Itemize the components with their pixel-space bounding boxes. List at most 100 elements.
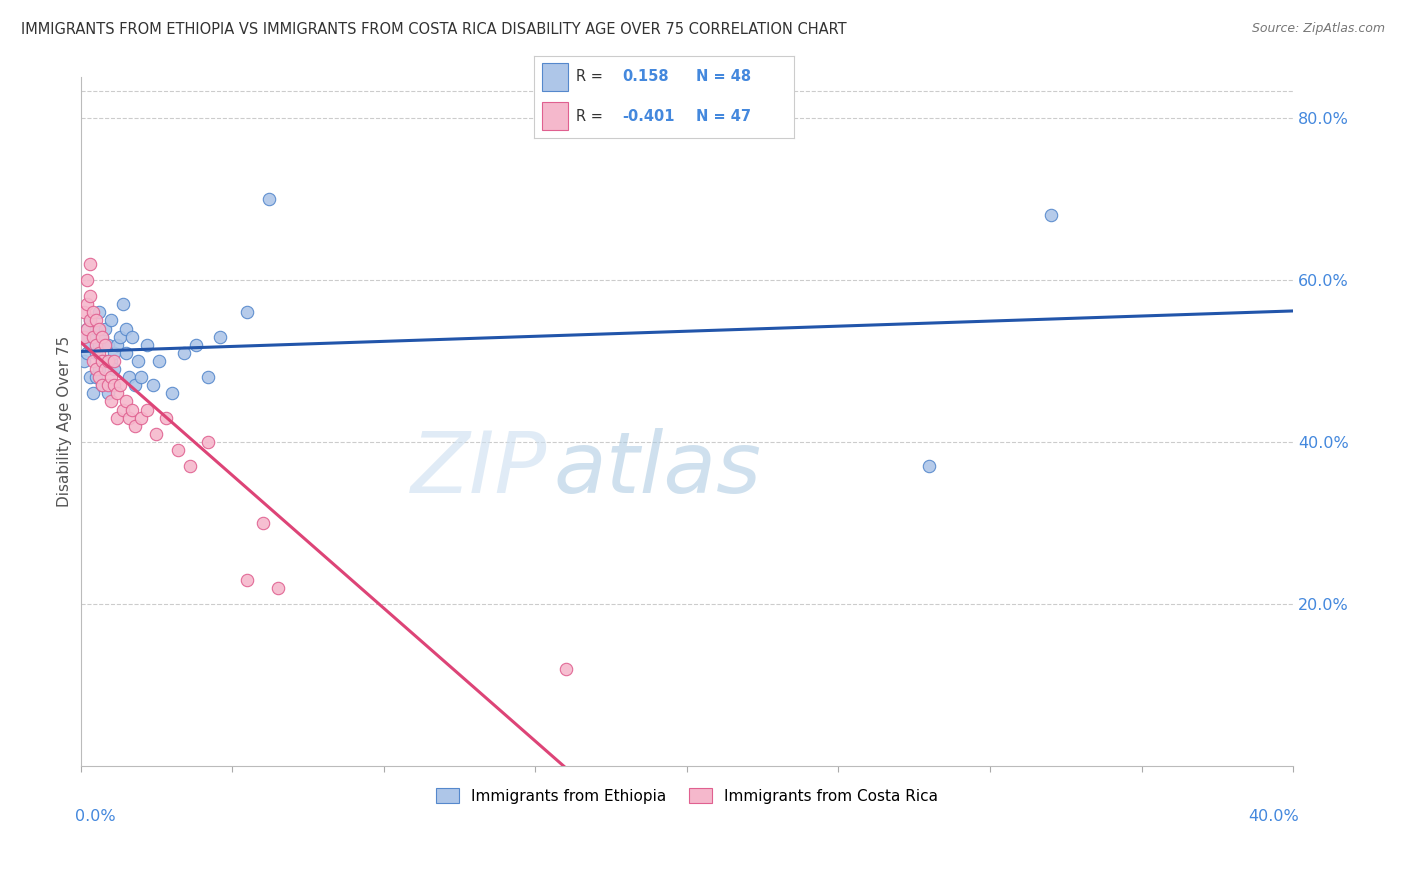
- Point: [148, 354, 170, 368]
- Text: R =: R =: [576, 70, 603, 84]
- Point: [76, 297, 98, 311]
- Point: [115, 394, 138, 409]
- Point: [105, 337, 128, 351]
- Point: [155, 410, 177, 425]
- Point: [145, 426, 167, 441]
- Text: ZIP: ZIP: [411, 428, 547, 511]
- Point: [129, 410, 152, 425]
- Point: [87, 321, 110, 335]
- Point: [97, 354, 120, 368]
- Point: [90, 378, 112, 392]
- Point: [121, 329, 143, 343]
- Point: [94, 362, 117, 376]
- Point: [79, 337, 101, 351]
- Point: [197, 434, 219, 449]
- Point: [121, 402, 143, 417]
- Point: [173, 346, 195, 360]
- Point: [160, 386, 183, 401]
- Point: [84, 346, 107, 360]
- Point: [105, 410, 128, 425]
- Point: [179, 459, 201, 474]
- Point: [97, 378, 120, 392]
- Point: [90, 354, 112, 368]
- Point: [84, 337, 107, 351]
- Point: [87, 370, 110, 384]
- Point: [76, 346, 98, 360]
- Point: [84, 370, 107, 384]
- Point: [90, 354, 112, 368]
- Point: [136, 337, 159, 351]
- Point: [103, 346, 125, 360]
- Point: [100, 354, 122, 368]
- Point: [115, 346, 138, 360]
- Point: [124, 378, 146, 392]
- FancyBboxPatch shape: [543, 62, 568, 91]
- Point: [209, 329, 232, 343]
- Point: [184, 337, 207, 351]
- Point: [97, 386, 120, 401]
- Text: N = 48: N = 48: [696, 70, 751, 84]
- Point: [105, 386, 128, 401]
- Point: [76, 321, 98, 335]
- Point: [918, 459, 941, 474]
- Point: [266, 581, 288, 595]
- Point: [127, 354, 149, 368]
- Point: [82, 305, 104, 319]
- Point: [236, 305, 259, 319]
- Point: [82, 354, 104, 368]
- Point: [94, 337, 117, 351]
- Text: IMMIGRANTS FROM ETHIOPIA VS IMMIGRANTS FROM COSTA RICA DISABILITY AGE OVER 75 CO: IMMIGRANTS FROM ETHIOPIA VS IMMIGRANTS F…: [21, 22, 846, 37]
- Point: [82, 329, 104, 343]
- Point: [103, 362, 125, 376]
- Point: [100, 313, 122, 327]
- FancyBboxPatch shape: [543, 103, 568, 130]
- Point: [103, 378, 125, 392]
- Point: [76, 273, 98, 287]
- Text: 0.0%: 0.0%: [75, 808, 115, 823]
- Point: [73, 329, 96, 343]
- Point: [112, 402, 135, 417]
- Point: [87, 362, 110, 376]
- Point: [79, 313, 101, 327]
- Point: [73, 305, 96, 319]
- Point: [97, 337, 120, 351]
- Point: [79, 313, 101, 327]
- Point: [100, 394, 122, 409]
- Point: [87, 346, 110, 360]
- Point: [87, 337, 110, 351]
- Text: 40.0%: 40.0%: [1249, 808, 1299, 823]
- Point: [236, 573, 259, 587]
- Point: [90, 378, 112, 392]
- Point: [129, 370, 152, 384]
- Point: [90, 329, 112, 343]
- Point: [84, 313, 107, 327]
- Point: [82, 386, 104, 401]
- Point: [103, 354, 125, 368]
- Point: [124, 418, 146, 433]
- Text: Source: ZipAtlas.com: Source: ZipAtlas.com: [1251, 22, 1385, 36]
- Point: [94, 321, 117, 335]
- Point: [1039, 208, 1062, 222]
- Point: [257, 192, 280, 206]
- Point: [115, 321, 138, 335]
- Text: R =: R =: [576, 109, 603, 124]
- Point: [100, 370, 122, 384]
- Point: [197, 370, 219, 384]
- Text: N = 47: N = 47: [696, 109, 751, 124]
- Point: [136, 402, 159, 417]
- Point: [108, 329, 131, 343]
- Text: -0.401: -0.401: [623, 109, 675, 124]
- Point: [79, 257, 101, 271]
- Point: [79, 370, 101, 384]
- Point: [87, 305, 110, 319]
- Point: [112, 297, 135, 311]
- Point: [118, 410, 141, 425]
- Point: [142, 378, 165, 392]
- Text: 0.158: 0.158: [623, 70, 669, 84]
- Point: [554, 662, 576, 676]
- Point: [76, 321, 98, 335]
- Point: [84, 362, 107, 376]
- Point: [90, 329, 112, 343]
- Y-axis label: Disability Age Over 75: Disability Age Over 75: [58, 336, 72, 508]
- Text: atlas: atlas: [554, 428, 762, 511]
